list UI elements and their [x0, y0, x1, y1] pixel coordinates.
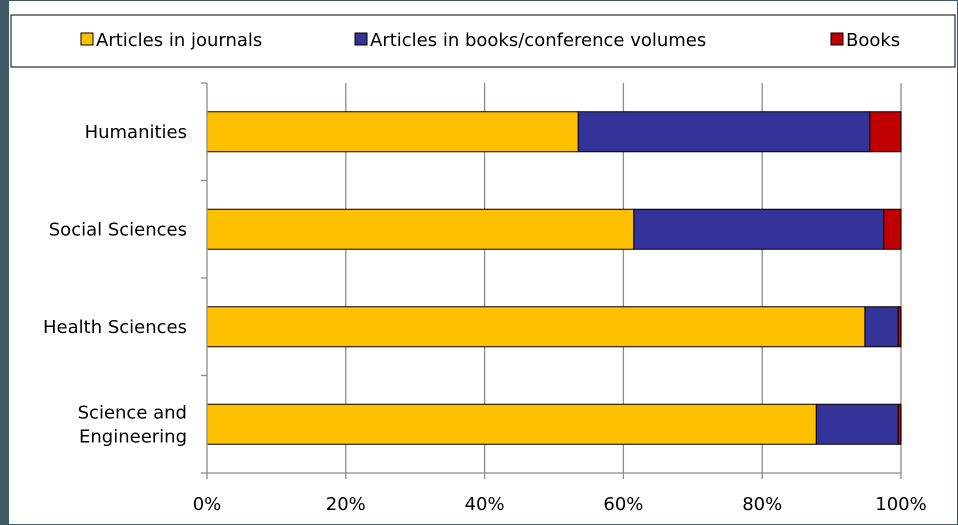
bar-social-sciences-books: [883, 208, 902, 250]
legend-box: [10, 14, 956, 68]
bar-health-sciences-articles-in-journals: [206, 306, 866, 348]
bar-science-and-engineering-articles-in-books-conference-volumes: [815, 403, 899, 445]
category-label-science-and-engineering: Science and Engineering: [78, 402, 187, 447]
legend-label-articles-in-journals: Articles in journals: [96, 30, 262, 51]
category-label-health-sciences: Health Sciences: [43, 317, 187, 338]
category-label-humanities: Humanities: [85, 122, 187, 143]
legend-swatch-books: [830, 32, 844, 46]
legend-label-articles-in-books-conference-volumes: Articles in books/conference volumes: [370, 30, 706, 51]
bar-humanities-articles-in-books-conference-volumes: [577, 111, 871, 153]
bar-science-and-engineering-articles-in-journals: [206, 403, 817, 445]
bar-social-sciences-articles-in-journals: [206, 208, 635, 250]
bar-social-sciences-articles-in-books-conference-volumes: [633, 208, 885, 250]
x-tick-label-40: 40%: [465, 494, 505, 515]
legend: Articles in journals Articles in books/co…: [10, 14, 956, 68]
x-tick-label-80: 80%: [742, 494, 782, 515]
axes: [201, 82, 902, 479]
bar-humanities-books: [869, 111, 902, 153]
bar-health-sciences-articles-in-books-conference-volumes: [864, 306, 899, 348]
x-tick-label-20: 20%: [326, 494, 366, 515]
stacked-bar-chart: Articles in journals Articles in books/co…: [10, 14, 956, 515]
legend-label-books: Books: [846, 30, 900, 51]
category-labels: Humanities Social Sciences Health Sciences…: [43, 122, 187, 448]
bar-humanities-articles-in-journals: [206, 111, 579, 153]
legend-swatch-articles-in-books-conference-volumes: [354, 32, 368, 46]
bars: [206, 111, 902, 445]
x-tick-label-0: 0%: [193, 494, 222, 515]
x-tick-label-100: 100%: [875, 494, 926, 515]
legend-swatch-articles-in-journals: [80, 32, 94, 46]
category-label-social-sciences: Social Sciences: [49, 219, 187, 240]
x-tick-labels: 0% 20% 40% 60% 80% 100%: [193, 494, 927, 515]
bar-science-and-engineering-books: [897, 403, 902, 445]
x-tick-label-60: 60%: [603, 494, 643, 515]
bar-health-sciences-books: [897, 306, 902, 348]
